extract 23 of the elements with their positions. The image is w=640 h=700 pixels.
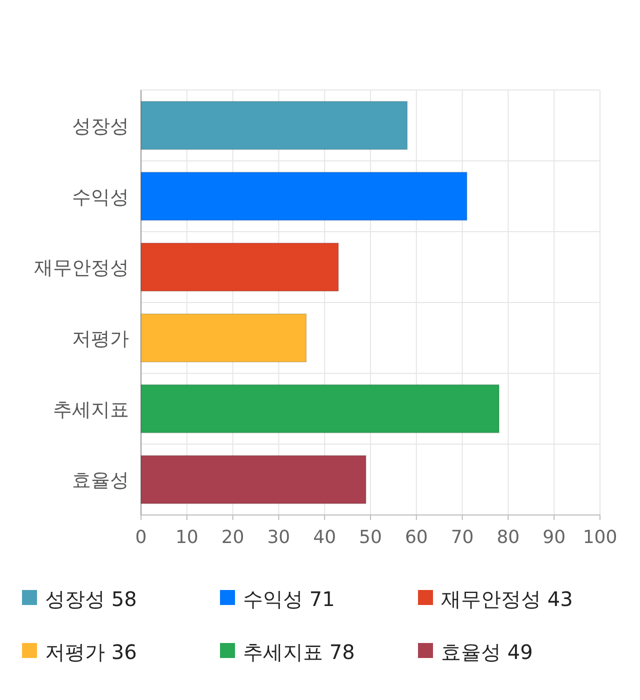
x-tick-label: 20 (221, 527, 244, 548)
y-tick-label: 추세지표 (53, 398, 129, 421)
x-tick-label: 0 (135, 527, 147, 548)
legend-label: 저평가 36 (45, 640, 137, 664)
legend-label: 성장성 58 (45, 587, 137, 611)
x-tick-label: 90 (542, 527, 566, 548)
x-tick-label: 30 (267, 527, 290, 548)
y-tick-label: 수익성 (72, 186, 129, 208)
x-tick-label: 100 (582, 527, 618, 548)
x-tick-label: 80 (496, 527, 520, 548)
x-tick-label: 40 (313, 527, 336, 548)
legend-label: 추세지표 78 (243, 640, 355, 664)
y-tick-label: 성장성 (72, 115, 129, 138)
legend-label: 재무안정성 43 (441, 587, 573, 611)
x-tick-label: 70 (450, 527, 474, 548)
x-tick-label: 60 (404, 527, 428, 548)
y-tick-label: 효율성 (72, 470, 129, 492)
x-tick-label: 50 (359, 527, 382, 548)
legend-label: 효율성 49 (441, 640, 533, 664)
legend-label: 수익성 71 (243, 587, 335, 611)
x-tick-label: 10 (175, 527, 198, 548)
y-tick-label: 재무안정성 (34, 257, 129, 280)
y-tick-label: 저평가 (72, 328, 129, 350)
